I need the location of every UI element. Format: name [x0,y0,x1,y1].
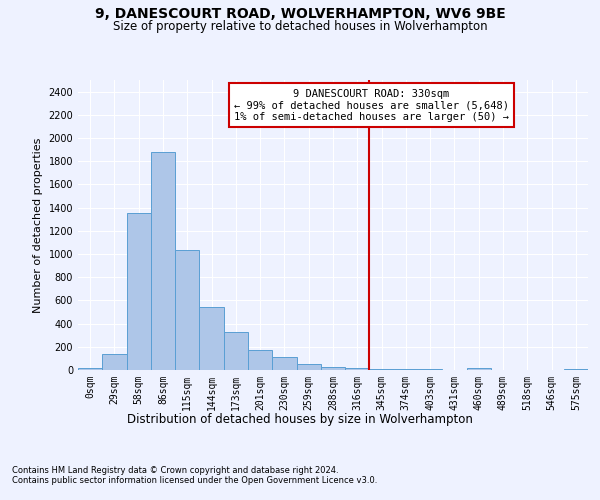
Text: 9 DANESCOURT ROAD: 330sqm
← 99% of detached houses are smaller (5,648)
1% of sem: 9 DANESCOURT ROAD: 330sqm ← 99% of detac… [234,88,509,122]
Bar [296,364,321,370]
Bar [272,357,296,370]
Bar [78,368,102,370]
Bar [467,368,491,370]
Bar [199,308,224,370]
Bar [102,354,127,370]
Text: Distribution of detached houses by size in Wolverhampton: Distribution of detached houses by size … [127,412,473,426]
Bar [175,250,199,370]
Text: Size of property relative to detached houses in Wolverhampton: Size of property relative to detached ho… [113,20,487,33]
Bar [127,214,151,370]
Bar [345,368,370,370]
Bar [224,332,248,370]
Bar [151,152,175,370]
Text: Contains public sector information licensed under the Open Government Licence v3: Contains public sector information licen… [12,476,377,485]
Y-axis label: Number of detached properties: Number of detached properties [33,138,43,312]
Text: 9, DANESCOURT ROAD, WOLVERHAMPTON, WV6 9BE: 9, DANESCOURT ROAD, WOLVERHAMPTON, WV6 9… [95,8,505,22]
Bar [370,369,394,370]
Bar [321,367,345,370]
Text: Contains HM Land Registry data © Crown copyright and database right 2024.: Contains HM Land Registry data © Crown c… [12,466,338,475]
Bar [564,369,588,370]
Bar [248,350,272,370]
